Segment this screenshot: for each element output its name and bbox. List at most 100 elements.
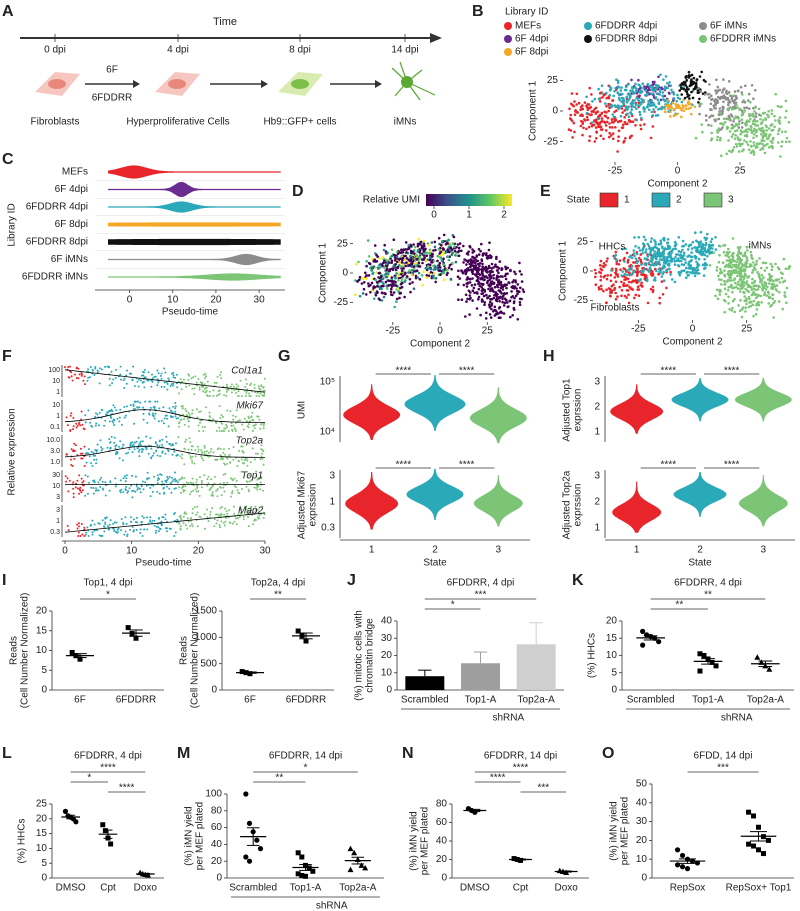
cell-dot [367,282,370,285]
cell-dot [236,517,239,520]
cell-dot [519,286,522,290]
cell-dot [170,383,173,386]
data-point [709,659,715,665]
cell-dot [73,442,76,445]
cell-dot [634,103,638,106]
cell-dot [125,477,128,480]
cell-dot [768,276,772,280]
cell-dot [754,268,757,271]
cell-dot [618,285,621,289]
cell-dot [180,388,183,391]
cell-dot [261,448,264,451]
cell-dot [771,287,774,291]
cell-dot [396,252,400,255]
cell-dot [768,296,772,300]
cell-dot [423,248,427,251]
cell-dot [698,242,702,246]
cell-dot [671,101,675,105]
sig-label: **** [724,460,740,471]
cell-dot [172,478,175,481]
cell-dot [113,419,116,422]
cell-dot [571,104,574,107]
cell-dot [747,295,751,299]
cell-dot [381,261,385,265]
cell-dot [605,120,609,124]
cell-dot [208,416,211,418]
cell-dot [230,391,233,394]
cell-dot [685,86,689,89]
cell-dot [99,478,101,481]
cell-dot [404,248,408,251]
cell-dot [123,416,126,419]
cell-dot [433,266,437,270]
cell-dot [747,127,750,131]
data-point [299,854,305,860]
y-tick-label: 20 [36,813,48,824]
y-tick-label: 2 [594,497,600,508]
y-tick-label: 40 [381,616,393,627]
cell-dot [629,89,632,92]
cell-dot [67,366,70,368]
cell-dot [686,248,690,251]
cell-dot [695,78,699,81]
cell-dot [704,243,708,247]
data-point [751,843,757,849]
cell-dot [415,269,419,273]
cell-dot [644,93,647,97]
cell-dot [145,448,148,451]
cell-dot [654,114,658,117]
cell-dot [418,258,421,261]
chart-title: Top1, 4 dpi [84,578,133,589]
cell-dot [234,517,237,520]
cell-dot [678,254,682,257]
cell-dot [168,442,171,445]
cell-dot [633,91,636,94]
cell-dot [510,296,513,299]
cell-dot [687,88,690,91]
violin [345,472,399,530]
cell-dot [191,512,194,515]
cell-dot [606,116,610,120]
y-tick-label: 1 [56,518,60,525]
cell-dot [674,103,677,106]
cell-dot [657,253,660,257]
cell-dot [91,465,94,467]
cell-dot [745,302,748,306]
data-point [69,649,75,655]
cell-dot [603,121,607,124]
cell-dot [179,378,182,381]
y-axis-label: (%) iMN yield [609,801,620,860]
cell-dot [72,487,75,490]
cell-dot [398,261,401,264]
cell-dot [436,254,440,258]
cell-dot [764,124,768,127]
cell-dot [643,123,646,126]
cell-dot [699,90,703,93]
x-tick-label: 3 [761,545,767,556]
cell-dot [154,400,157,403]
cell-dot [413,267,416,271]
cell-dot [609,273,613,277]
cell-dot [233,388,236,391]
y-tick-label: 500 [200,658,217,669]
cell-dot [752,266,756,269]
cell-dot [472,259,475,263]
panel-label: A [2,3,14,20]
cell-dot [624,122,628,126]
cell-dot [393,259,397,262]
cell-dot [731,133,735,136]
cell-dot [734,134,737,137]
cell-dot [166,417,169,420]
cell-dot [390,248,394,251]
cell-dot [219,454,222,457]
cell-dot [772,301,775,305]
cell-dot [504,265,507,269]
cell-dot [611,126,614,129]
cell-dot [753,114,756,118]
cell-dot [165,435,168,438]
cell-dot [164,479,167,482]
cell-dot [98,367,101,370]
cell-dot [716,85,720,89]
cell-dot [662,264,666,267]
cell-dot [644,257,648,261]
